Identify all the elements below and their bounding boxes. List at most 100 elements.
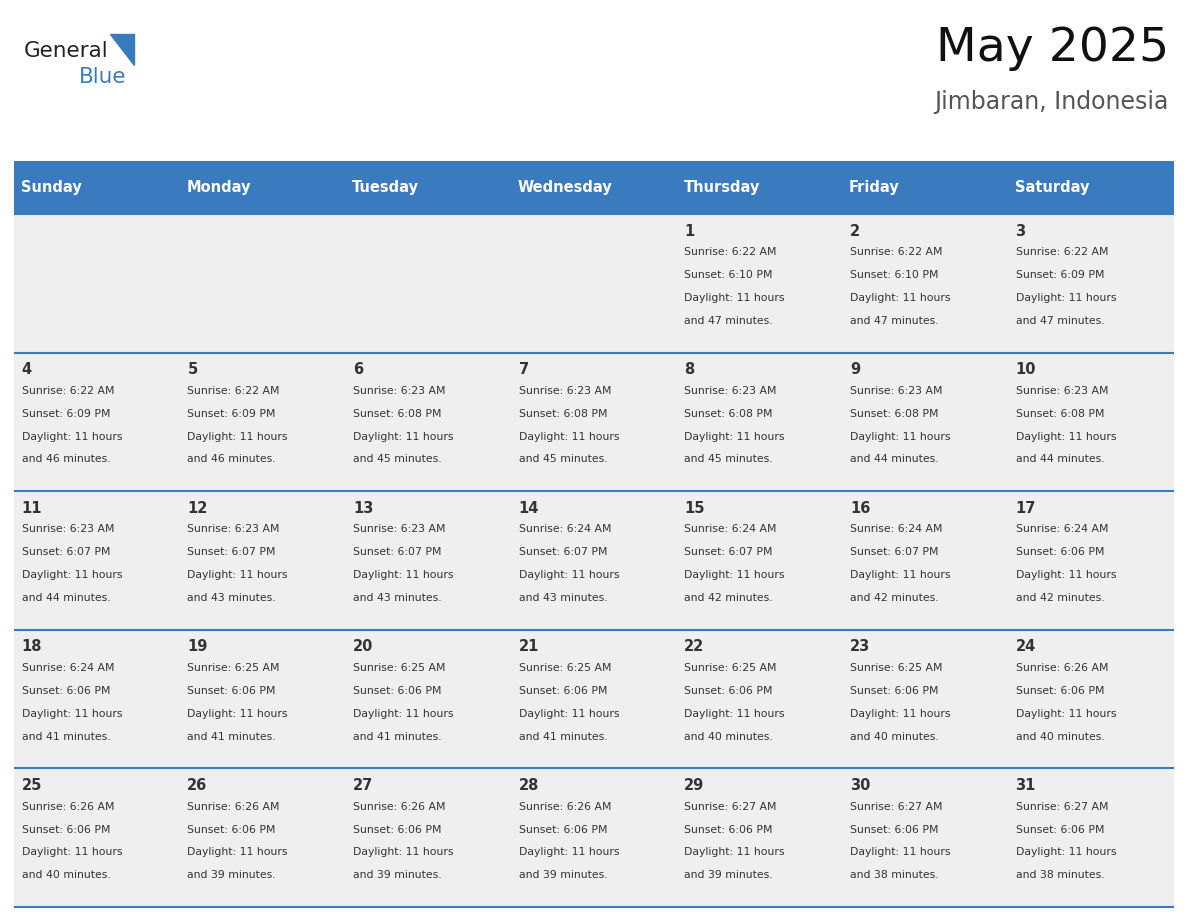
Text: 1: 1 (684, 224, 695, 239)
Text: and 39 minutes.: and 39 minutes. (519, 870, 607, 880)
Text: Daylight: 11 hours: Daylight: 11 hours (21, 570, 122, 580)
Text: Sunset: 6:09 PM: Sunset: 6:09 PM (21, 409, 110, 419)
Text: Daylight: 11 hours: Daylight: 11 hours (353, 709, 454, 719)
Text: and 46 minutes.: and 46 minutes. (188, 454, 276, 465)
Text: Sunset: 6:06 PM: Sunset: 6:06 PM (849, 824, 939, 834)
Bar (1009, 630, 1174, 768)
Bar (511, 630, 677, 768)
Text: and 40 minutes.: and 40 minutes. (849, 732, 939, 742)
Text: and 42 minutes.: and 42 minutes. (1016, 593, 1104, 603)
Text: 25: 25 (21, 778, 42, 793)
Text: Sunrise: 6:24 AM: Sunrise: 6:24 AM (519, 524, 611, 534)
Text: and 40 minutes.: and 40 minutes. (1016, 732, 1105, 742)
Text: and 47 minutes.: and 47 minutes. (1016, 316, 1104, 326)
Text: Sunset: 6:07 PM: Sunset: 6:07 PM (21, 547, 110, 557)
Text: 2: 2 (849, 224, 860, 239)
Text: Sunrise: 6:23 AM: Sunrise: 6:23 AM (1016, 386, 1108, 396)
Bar (842, 768, 1009, 907)
Text: Daylight: 11 hours: Daylight: 11 hours (1016, 709, 1116, 719)
Text: Daylight: 11 hours: Daylight: 11 hours (684, 431, 785, 442)
Text: Sunrise: 6:26 AM: Sunrise: 6:26 AM (519, 801, 611, 812)
Text: 8: 8 (684, 363, 695, 377)
Bar (179, 214, 346, 353)
Bar (14, 353, 179, 491)
Text: and 47 minutes.: and 47 minutes. (684, 316, 773, 326)
Bar (14, 630, 179, 768)
Bar (14, 161, 1174, 214)
Text: 4: 4 (21, 363, 32, 377)
Text: and 47 minutes.: and 47 minutes. (849, 316, 939, 326)
Text: and 43 minutes.: and 43 minutes. (353, 593, 442, 603)
Text: Sunrise: 6:23 AM: Sunrise: 6:23 AM (353, 524, 446, 534)
Text: Sunrise: 6:23 AM: Sunrise: 6:23 AM (519, 386, 611, 396)
Text: Sunrise: 6:23 AM: Sunrise: 6:23 AM (849, 386, 942, 396)
Text: and 43 minutes.: and 43 minutes. (519, 593, 607, 603)
Bar (677, 768, 842, 907)
Text: and 45 minutes.: and 45 minutes. (353, 454, 442, 465)
Text: Sunrise: 6:22 AM: Sunrise: 6:22 AM (1016, 247, 1108, 257)
Text: Sunrise: 6:26 AM: Sunrise: 6:26 AM (21, 801, 114, 812)
Text: Daylight: 11 hours: Daylight: 11 hours (1016, 847, 1116, 857)
Text: and 41 minutes.: and 41 minutes. (353, 732, 442, 742)
Bar (346, 214, 511, 353)
Text: Sunset: 6:06 PM: Sunset: 6:06 PM (353, 686, 442, 696)
Text: Sunset: 6:08 PM: Sunset: 6:08 PM (353, 409, 442, 419)
Text: and 45 minutes.: and 45 minutes. (684, 454, 773, 465)
Text: and 45 minutes.: and 45 minutes. (519, 454, 607, 465)
Text: May 2025: May 2025 (936, 26, 1169, 71)
Text: Sunrise: 6:22 AM: Sunrise: 6:22 AM (21, 386, 114, 396)
Text: Sunset: 6:10 PM: Sunset: 6:10 PM (849, 270, 939, 280)
Text: and 44 minutes.: and 44 minutes. (849, 454, 939, 465)
Text: Sunset: 6:09 PM: Sunset: 6:09 PM (188, 409, 276, 419)
Text: Friday: Friday (849, 180, 899, 195)
Text: 3: 3 (1016, 224, 1025, 239)
Text: Daylight: 11 hours: Daylight: 11 hours (353, 431, 454, 442)
Text: and 39 minutes.: and 39 minutes. (188, 870, 276, 880)
Text: Sunset: 6:10 PM: Sunset: 6:10 PM (684, 270, 772, 280)
Text: Daylight: 11 hours: Daylight: 11 hours (684, 293, 785, 303)
Text: Sunset: 6:08 PM: Sunset: 6:08 PM (849, 409, 939, 419)
Text: Daylight: 11 hours: Daylight: 11 hours (353, 570, 454, 580)
Text: Daylight: 11 hours: Daylight: 11 hours (188, 431, 287, 442)
Bar (511, 214, 677, 353)
Text: Sunrise: 6:24 AM: Sunrise: 6:24 AM (684, 524, 777, 534)
Bar (14, 768, 179, 907)
Text: and 40 minutes.: and 40 minutes. (21, 870, 110, 880)
Bar (14, 491, 179, 630)
Text: 14: 14 (519, 501, 539, 516)
Text: 28: 28 (519, 778, 539, 793)
Text: Sunset: 6:07 PM: Sunset: 6:07 PM (684, 547, 772, 557)
Bar (842, 214, 1009, 353)
Text: Sunrise: 6:22 AM: Sunrise: 6:22 AM (684, 247, 777, 257)
Text: and 38 minutes.: and 38 minutes. (1016, 870, 1104, 880)
Text: Sunset: 6:06 PM: Sunset: 6:06 PM (519, 686, 607, 696)
Text: Sunrise: 6:23 AM: Sunrise: 6:23 AM (188, 524, 280, 534)
Text: 17: 17 (1016, 501, 1036, 516)
Bar (179, 768, 346, 907)
Bar (511, 491, 677, 630)
Text: 24: 24 (1016, 640, 1036, 655)
Text: Sunset: 6:06 PM: Sunset: 6:06 PM (1016, 547, 1104, 557)
Text: Daylight: 11 hours: Daylight: 11 hours (519, 709, 619, 719)
Text: 22: 22 (684, 640, 704, 655)
Text: and 42 minutes.: and 42 minutes. (684, 593, 773, 603)
Text: 11: 11 (21, 501, 43, 516)
Text: Sunset: 6:07 PM: Sunset: 6:07 PM (188, 547, 276, 557)
Bar (677, 630, 842, 768)
Text: and 44 minutes.: and 44 minutes. (1016, 454, 1104, 465)
Text: Sunset: 6:07 PM: Sunset: 6:07 PM (519, 547, 607, 557)
Text: Sunset: 6:06 PM: Sunset: 6:06 PM (21, 686, 110, 696)
Bar (346, 630, 511, 768)
Text: Sunset: 6:09 PM: Sunset: 6:09 PM (1016, 270, 1104, 280)
Text: 30: 30 (849, 778, 871, 793)
Text: 21: 21 (519, 640, 539, 655)
Bar (842, 353, 1009, 491)
Bar (677, 214, 842, 353)
Text: 12: 12 (188, 501, 208, 516)
Text: and 43 minutes.: and 43 minutes. (188, 593, 276, 603)
Bar (1009, 353, 1174, 491)
Text: 18: 18 (21, 640, 43, 655)
Text: and 38 minutes.: and 38 minutes. (849, 870, 939, 880)
Text: Sunset: 6:07 PM: Sunset: 6:07 PM (353, 547, 442, 557)
Text: Sunrise: 6:25 AM: Sunrise: 6:25 AM (684, 663, 777, 673)
